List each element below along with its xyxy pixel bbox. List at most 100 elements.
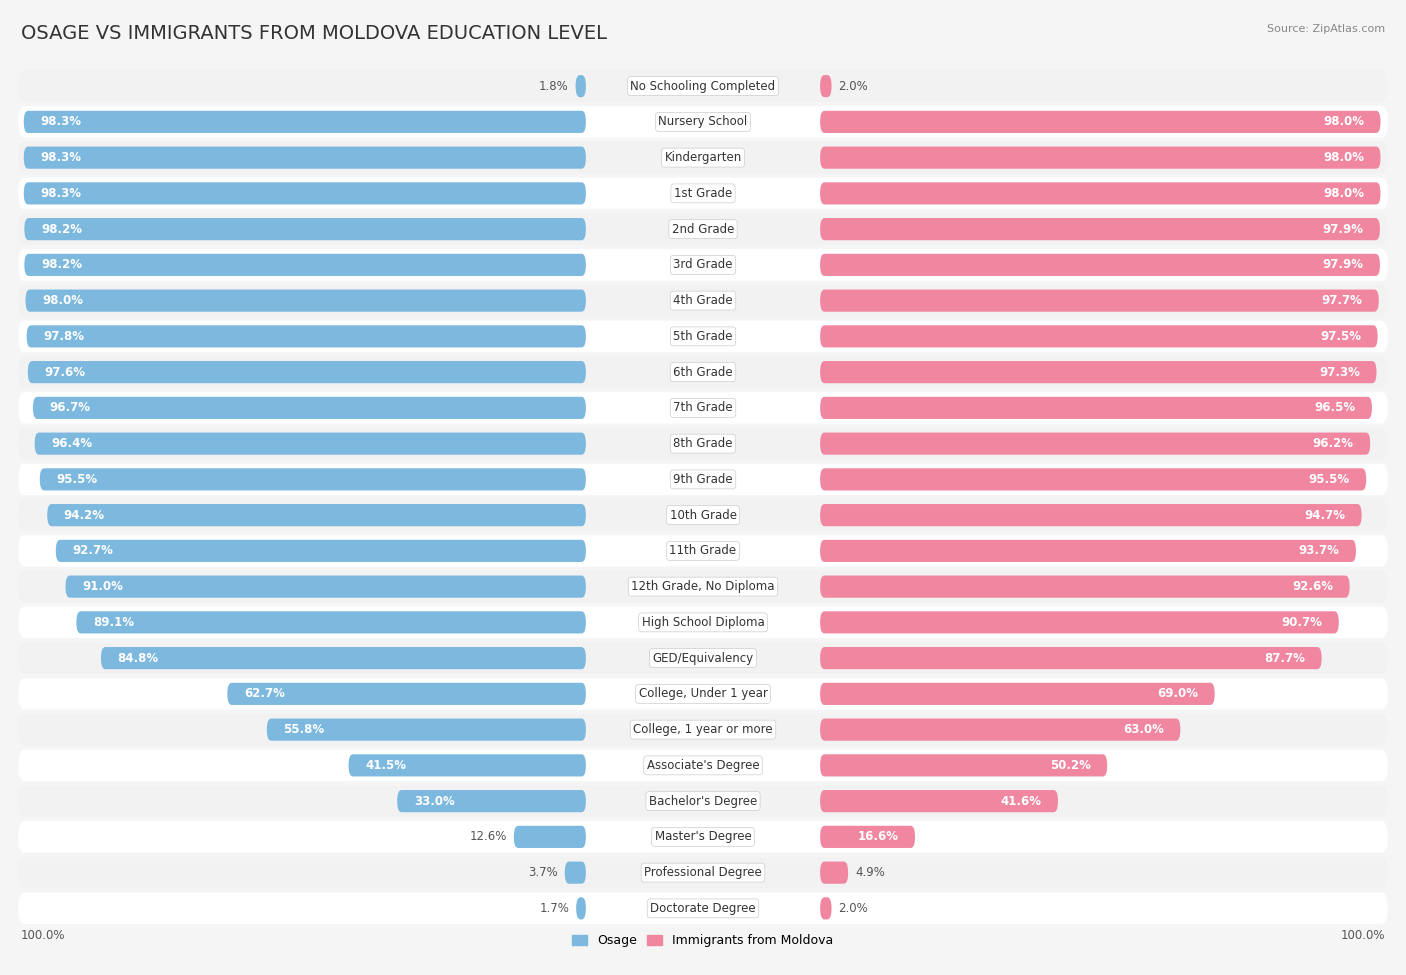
Text: 1.8%: 1.8% — [538, 80, 568, 93]
Text: 62.7%: 62.7% — [243, 687, 285, 700]
Text: 90.7%: 90.7% — [1281, 616, 1322, 629]
Text: 96.2%: 96.2% — [1313, 437, 1354, 450]
FancyBboxPatch shape — [820, 826, 915, 848]
Text: 98.0%: 98.0% — [1323, 151, 1364, 164]
FancyBboxPatch shape — [575, 75, 586, 98]
FancyBboxPatch shape — [820, 254, 1379, 276]
Text: 2nd Grade: 2nd Grade — [672, 222, 734, 236]
Text: 98.0%: 98.0% — [42, 294, 83, 307]
Text: 7th Grade: 7th Grade — [673, 402, 733, 414]
Text: Professional Degree: Professional Degree — [644, 866, 762, 879]
Text: 97.9%: 97.9% — [1323, 222, 1364, 236]
FancyBboxPatch shape — [820, 290, 1379, 312]
Text: 8th Grade: 8th Grade — [673, 437, 733, 450]
FancyBboxPatch shape — [18, 392, 1388, 423]
FancyBboxPatch shape — [349, 755, 586, 776]
Text: 97.8%: 97.8% — [44, 330, 84, 343]
Text: 3.7%: 3.7% — [529, 866, 558, 879]
Text: 96.7%: 96.7% — [49, 402, 90, 414]
Text: College, Under 1 year: College, Under 1 year — [638, 687, 768, 700]
Text: 4.9%: 4.9% — [855, 866, 884, 879]
FancyBboxPatch shape — [56, 540, 586, 562]
FancyBboxPatch shape — [820, 433, 1371, 454]
FancyBboxPatch shape — [48, 504, 586, 526]
FancyBboxPatch shape — [820, 755, 1107, 776]
FancyBboxPatch shape — [25, 290, 586, 312]
FancyBboxPatch shape — [267, 719, 586, 741]
Text: 100.0%: 100.0% — [1340, 928, 1385, 942]
FancyBboxPatch shape — [27, 326, 586, 347]
Text: 1st Grade: 1st Grade — [673, 187, 733, 200]
FancyBboxPatch shape — [18, 606, 1388, 638]
FancyBboxPatch shape — [101, 647, 586, 669]
Text: 92.7%: 92.7% — [72, 544, 114, 558]
FancyBboxPatch shape — [18, 464, 1388, 495]
Text: 6th Grade: 6th Grade — [673, 366, 733, 378]
FancyBboxPatch shape — [18, 106, 1388, 137]
FancyBboxPatch shape — [513, 826, 586, 848]
Text: 91.0%: 91.0% — [82, 580, 122, 593]
Text: 96.5%: 96.5% — [1315, 402, 1355, 414]
FancyBboxPatch shape — [820, 611, 1339, 634]
Text: 41.6%: 41.6% — [1001, 795, 1042, 807]
FancyBboxPatch shape — [18, 428, 1388, 459]
Text: 94.2%: 94.2% — [63, 509, 105, 522]
Text: 94.7%: 94.7% — [1305, 509, 1346, 522]
Text: 96.4%: 96.4% — [51, 437, 93, 450]
Text: 33.0%: 33.0% — [413, 795, 454, 807]
Text: 69.0%: 69.0% — [1157, 687, 1198, 700]
FancyBboxPatch shape — [18, 857, 1388, 888]
FancyBboxPatch shape — [820, 504, 1361, 526]
FancyBboxPatch shape — [820, 575, 1350, 598]
Text: Source: ZipAtlas.com: Source: ZipAtlas.com — [1267, 24, 1385, 34]
FancyBboxPatch shape — [228, 682, 586, 705]
FancyBboxPatch shape — [18, 142, 1388, 174]
Text: No Schooling Completed: No Schooling Completed — [630, 80, 776, 93]
Text: 10th Grade: 10th Grade — [669, 509, 737, 522]
FancyBboxPatch shape — [24, 111, 586, 133]
FancyBboxPatch shape — [18, 750, 1388, 781]
Text: 3rd Grade: 3rd Grade — [673, 258, 733, 271]
Text: 16.6%: 16.6% — [858, 831, 898, 843]
Text: 97.9%: 97.9% — [1323, 258, 1364, 271]
FancyBboxPatch shape — [18, 571, 1388, 603]
FancyBboxPatch shape — [24, 218, 586, 240]
Text: 93.7%: 93.7% — [1299, 544, 1340, 558]
FancyBboxPatch shape — [18, 679, 1388, 710]
FancyBboxPatch shape — [565, 862, 586, 883]
FancyBboxPatch shape — [76, 611, 586, 634]
FancyBboxPatch shape — [820, 862, 848, 883]
FancyBboxPatch shape — [18, 285, 1388, 316]
Text: Master's Degree: Master's Degree — [655, 831, 751, 843]
Text: 92.6%: 92.6% — [1292, 580, 1333, 593]
FancyBboxPatch shape — [820, 790, 1057, 812]
Text: 100.0%: 100.0% — [21, 928, 66, 942]
Text: College, 1 year or more: College, 1 year or more — [633, 723, 773, 736]
FancyBboxPatch shape — [18, 643, 1388, 674]
FancyBboxPatch shape — [24, 182, 586, 205]
FancyBboxPatch shape — [18, 177, 1388, 209]
FancyBboxPatch shape — [820, 361, 1376, 383]
Text: 97.6%: 97.6% — [45, 366, 86, 378]
FancyBboxPatch shape — [18, 893, 1388, 924]
FancyBboxPatch shape — [820, 540, 1355, 562]
FancyBboxPatch shape — [35, 433, 586, 454]
FancyBboxPatch shape — [39, 468, 586, 490]
FancyBboxPatch shape — [18, 714, 1388, 745]
Text: 2.0%: 2.0% — [838, 80, 868, 93]
Text: 12.6%: 12.6% — [470, 831, 508, 843]
Text: GED/Equivalency: GED/Equivalency — [652, 651, 754, 665]
Text: 98.0%: 98.0% — [1323, 187, 1364, 200]
FancyBboxPatch shape — [18, 214, 1388, 245]
FancyBboxPatch shape — [18, 357, 1388, 388]
Text: 50.2%: 50.2% — [1050, 759, 1091, 772]
Text: 97.3%: 97.3% — [1319, 366, 1360, 378]
Text: 2.0%: 2.0% — [838, 902, 868, 915]
Text: 97.7%: 97.7% — [1322, 294, 1362, 307]
FancyBboxPatch shape — [820, 682, 1215, 705]
Text: 63.0%: 63.0% — [1123, 723, 1164, 736]
Text: 41.5%: 41.5% — [366, 759, 406, 772]
FancyBboxPatch shape — [820, 719, 1181, 741]
FancyBboxPatch shape — [820, 218, 1379, 240]
Text: 97.5%: 97.5% — [1320, 330, 1361, 343]
